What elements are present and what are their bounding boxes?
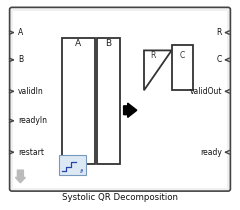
Text: readyIn: readyIn (18, 116, 47, 125)
Text: validIn: validIn (18, 87, 44, 96)
Text: R: R (217, 28, 222, 37)
FancyArrow shape (124, 103, 137, 117)
Bar (97, 38, 120, 164)
Bar (62, 38, 95, 164)
Text: validOut: validOut (190, 87, 222, 96)
Text: Systolic QR Decomposition: Systolic QR Decomposition (62, 193, 178, 202)
Bar (172, 45, 193, 90)
Text: A: A (18, 28, 23, 37)
Polygon shape (144, 50, 172, 90)
Text: restart: restart (18, 148, 44, 157)
FancyArrow shape (15, 170, 25, 183)
Text: B: B (105, 39, 112, 48)
FancyBboxPatch shape (10, 7, 230, 191)
Text: B: B (18, 55, 23, 64)
FancyBboxPatch shape (13, 10, 227, 188)
Text: A: A (75, 39, 82, 48)
Text: C: C (180, 51, 185, 60)
Text: C: C (217, 55, 222, 64)
Bar (59, 155, 86, 175)
Text: ready: ready (200, 148, 222, 157)
Text: fi: fi (79, 169, 83, 174)
Text: R: R (150, 51, 156, 60)
